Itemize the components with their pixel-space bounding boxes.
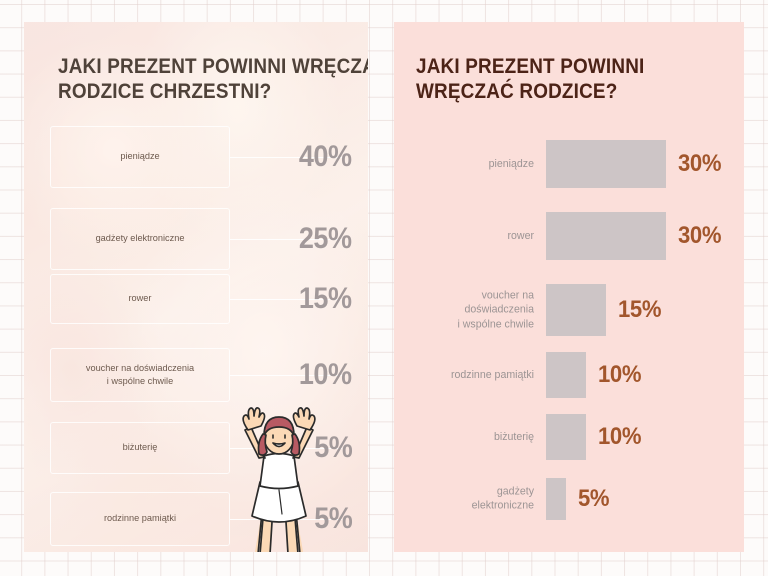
left-row-connector-line: [230, 299, 342, 300]
left-row-connector-line: [230, 239, 342, 240]
left-row-percent: 5%: [313, 502, 353, 535]
left-row-percent: 10%: [299, 358, 352, 391]
right-chart-row: voucher na doświadczenia i wspólne chwil…: [394, 284, 744, 336]
left-chart-row: voucher na doświadczenia i wspólne chwil…: [24, 348, 368, 402]
right-row-label: biżuterię: [493, 430, 534, 443]
left-row-label: biżuterię: [122, 442, 158, 453]
left-row-label: rower: [128, 293, 152, 304]
left-row-connector-line: [230, 157, 342, 158]
left-row-label-box: rodzinne pamiątki: [50, 492, 230, 546]
left-row-percent: 25%: [299, 222, 352, 255]
left-row-label-box: rower: [50, 274, 230, 324]
right-row-bar: [546, 352, 586, 398]
right-chart-row: rodzinne pamiątki 10%: [394, 352, 744, 398]
right-row-label: pieniądze: [488, 157, 534, 170]
right-row-percent: 30%: [678, 222, 722, 249]
panel-background-photo: [24, 22, 368, 552]
right-row-label: rower: [507, 229, 535, 242]
right-row-bar: [546, 212, 666, 260]
left-chart-rows: pieniądze 40% gadżety elektroniczne 25% rowe…: [24, 22, 368, 552]
left-panel-title: JAKI PREZENT POWINNI WRĘCZAĆ RODZICE CHR…: [58, 54, 368, 104]
left-row-label: rodzinne pamiątki: [103, 513, 176, 524]
left-chart-row: gadżety elektroniczne 25%: [24, 208, 368, 270]
left-row-label-box: voucher na doświadczenia i wspólne chwil…: [50, 348, 230, 402]
right-row-percent: 5%: [578, 485, 610, 512]
right-chart-panel: JAKI PREZENT POWINNI WRĘCZAĆ RODZICE? pi…: [394, 22, 744, 552]
panel-background-veil: [24, 22, 368, 552]
right-chart-row: gadżety elektroniczne 5%: [394, 478, 744, 520]
right-chart-row: biżuterię 10%: [394, 414, 744, 460]
right-row-label: voucher na doświadczenia i wspólne chwil…: [457, 289, 534, 331]
left-row-percent: 15%: [299, 282, 352, 315]
left-row-label: pieniądze: [120, 151, 160, 162]
left-row-label: voucher na doświadczenia i wspólne chwil…: [85, 362, 195, 386]
right-row-label: rodzinne pamiątki: [450, 368, 534, 381]
left-chart-panel: JAKI PREZENT POWINNI WRĘCZAĆ RODZICE CHR…: [24, 22, 368, 552]
left-row-label-box: pieniądze: [50, 126, 230, 188]
right-panel-title: JAKI PREZENT POWINNI WRĘCZAĆ RODZICE?: [416, 54, 645, 104]
left-row-connector-line: [230, 375, 342, 376]
right-chart-row: pieniądze 30%: [394, 140, 744, 188]
right-row-percent: 15%: [618, 296, 662, 323]
right-row-bar: [546, 478, 566, 520]
left-chart-row: rodzinne pamiątki 5%: [24, 492, 368, 546]
right-chart-row: rower 30%: [394, 212, 744, 260]
right-row-percent: 10%: [598, 361, 642, 388]
right-row-bar: [546, 414, 586, 460]
girl-jumping-illustration: [242, 407, 316, 552]
right-row-label: gadżety elektroniczne: [471, 485, 534, 512]
left-row-percent: 40%: [299, 140, 352, 173]
left-chart-row: pieniądze 40%: [24, 126, 368, 188]
right-row-percent: 30%: [678, 150, 722, 177]
right-row-bar: [546, 140, 666, 188]
left-row-label-box: biżuterię: [50, 422, 230, 474]
right-row-percent: 10%: [598, 423, 642, 450]
left-row-label: gadżety elektroniczne: [95, 233, 185, 244]
left-row-label-box: gadżety elektroniczne: [50, 208, 230, 270]
right-chart-rows: pieniądze 30% rower 30% voucher na doświadcz…: [394, 22, 744, 552]
left-chart-row: rower 15%: [24, 274, 368, 324]
right-row-bar: [546, 284, 606, 336]
left-row-percent: 5%: [313, 431, 353, 464]
